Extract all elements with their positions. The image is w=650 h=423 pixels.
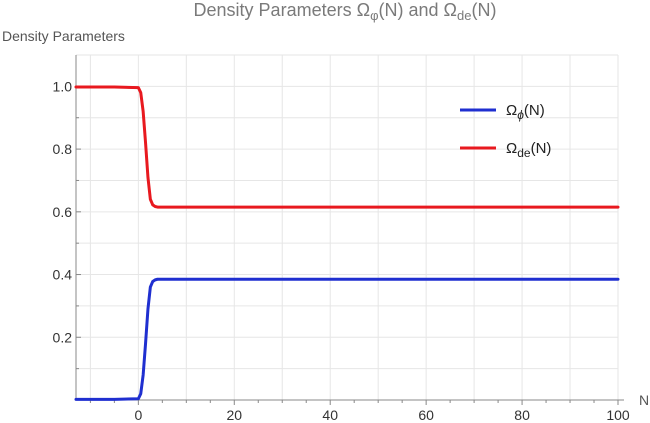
legend-label-omega-phi: Ωϕ(N) xyxy=(506,102,545,122)
x-axis-label: N xyxy=(639,392,649,408)
y-tick-label: 0.2 xyxy=(53,329,73,345)
axes xyxy=(75,55,624,401)
x-tick-label: 20 xyxy=(226,407,242,423)
y-tick-label: 1.0 xyxy=(53,78,73,94)
x-tick-label: 100 xyxy=(606,407,630,423)
y-tick-label: 0.4 xyxy=(53,267,73,283)
y-tick-label: 0.8 xyxy=(53,141,73,157)
x-tick-label: 40 xyxy=(322,407,338,423)
series-line-omega-de xyxy=(74,85,620,209)
chart-title: Density Parameters Ωφ(N) and Ωde(N) xyxy=(194,0,497,23)
x-tick-label: 80 xyxy=(514,407,530,423)
y-axis-label: Density Parameters xyxy=(2,28,125,44)
ticks: 0 20 40 60 80 100 0.2 0.4 0.6 0.8 1.0 xyxy=(53,78,630,423)
series-line-omega-phi xyxy=(74,277,620,401)
legend-label-omega-de: Ωde(N) xyxy=(506,140,551,160)
series-lines xyxy=(74,85,620,401)
x-tick-label: 0 xyxy=(134,407,142,423)
grid xyxy=(76,54,619,400)
legend: Ωϕ(N) Ωde(N) xyxy=(460,102,551,160)
x-tick-label: 60 xyxy=(418,407,434,423)
y-tick-label: 0.6 xyxy=(53,204,73,220)
